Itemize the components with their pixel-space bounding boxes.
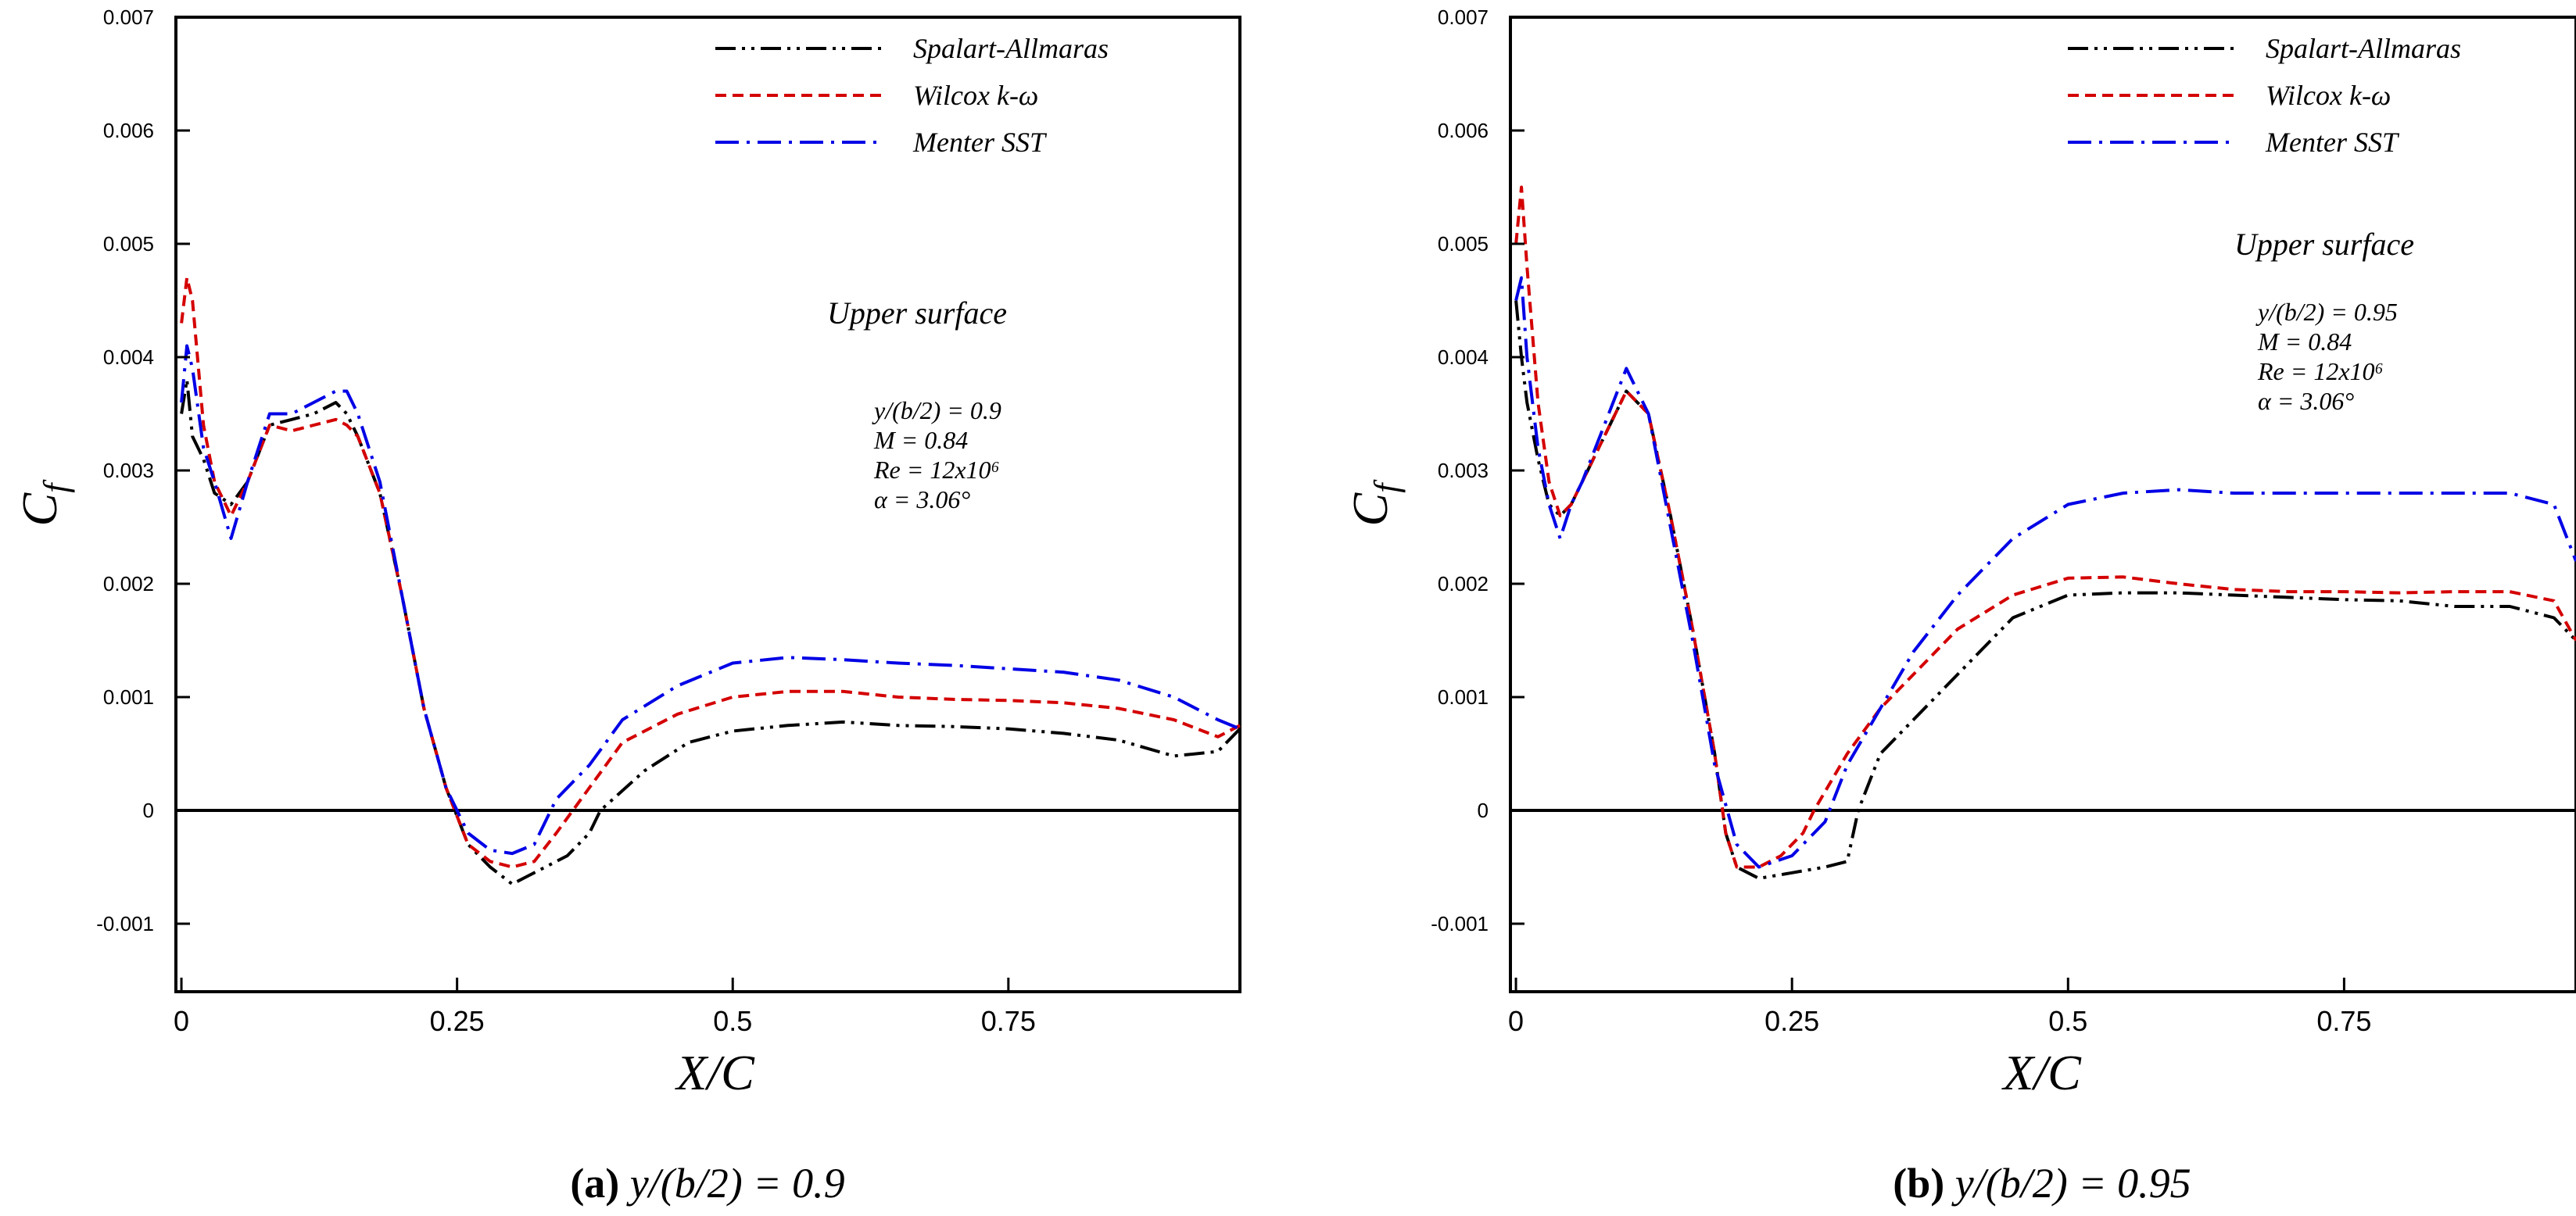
y-tick-label: 0.002 [103,572,154,595]
x-tick-label: 0.25 [1765,1005,1819,1037]
y-tick-label: 0.003 [1438,459,1489,482]
y-tick-label: 0 [1478,799,1489,822]
annotation-line-4: α = 3.06° [2258,387,2354,415]
annotation: Upper surface y/(b/2) = 0.9 M = 0.84 Re … [827,295,1007,513]
y-tick-label: 0.001 [103,685,154,709]
annotation-line-1: y/(b/2) = 0.95 [2255,298,2398,326]
x-axis-label: X/C [674,1045,755,1100]
x-tick-label: 0 [174,1005,189,1037]
series-line-spalart-allmaras [1514,300,2576,880]
series-line-menter-sst [1514,276,2576,869]
annotation: Upper surface y/(b/2) = 0.95 M = 0.84 Re… [2234,227,2414,415]
annotation-line-3: Re = 12x10⁶ [2257,357,2384,385]
caption-a: (a) y/(b/2) = 0.9 [570,1160,844,1207]
y-tick-label: 0.004 [103,345,154,369]
x-tick-label: 0.5 [713,1005,752,1037]
y-tick-label: 0.006 [103,119,154,142]
annotation-line-3: Re = 12x10⁶ [873,456,1000,484]
legend-label-menter-sst: Menter SST [912,127,1048,158]
y-tick-label: 0.005 [1438,232,1489,256]
series-line-wilcox-k [180,276,1241,869]
chart-panel-b: -0.001 0 0.001 0.002 0.003 0.004 0.005 0.006 0.0… [1342,5,2576,1100]
x-axis-label: X/C [2001,1045,2082,1100]
plot-frame [174,16,1241,993]
y-tick-label: 0.007 [103,5,154,29]
y-axis-label: Cf [12,479,75,527]
caption-b-text: y/(b/2) = 0.95 [1951,1160,2191,1207]
annotation-title: Upper surface [827,295,1007,331]
x-tick-label: 0.75 [981,1005,1036,1037]
series-line-menter-sst [180,344,1241,856]
y-tick-label: 0.001 [1438,685,1489,709]
y-tick-label: 0.007 [1438,5,1489,29]
y-tick-label: -0.001 [1431,912,1489,935]
x-tick-label: 0 [1508,1005,1524,1037]
y-tick-label: 0.003 [103,459,154,482]
legend-label-spalart-allmaras: Spalart-Allmaras [2266,33,2461,64]
plot-frame [1509,16,2576,993]
y-tick-label: 0.004 [1438,345,1489,369]
legend-label-wilcox: Wilcox k-ω [913,80,1038,111]
y-axis-label: Cf [1342,479,1406,527]
y-tick-label: 0 [143,799,154,822]
caption-a-text: y/(b/2) = 0.9 [626,1160,845,1207]
legend: Spalart-Allmaras Wilcox k-ω Menter SST [2068,33,2461,158]
x-tick-label: 0.25 [430,1005,485,1037]
annotation-line-1: y/(b/2) = 0.9 [872,396,1001,424]
series-line-spalart-allmaras [180,378,1241,886]
annotation-title: Upper surface [2234,227,2414,262]
legend-label-spalart-allmaras: Spalart-Allmaras [913,33,1109,64]
legend-label-wilcox: Wilcox k-ω [2266,80,2391,111]
annotation-line-4: α = 3.06° [874,485,970,513]
series-line-wilcox-k [1514,185,2576,869]
y-tick-label: 0.002 [1438,572,1489,595]
caption-b: (b) y/(b/2) = 0.95 [1893,1160,2191,1207]
chart-panel-a: -0.001 0 0.001 0.002 0.003 0.004 0.005 0.006 0.0… [12,5,1241,1100]
caption-b-label: (b) [1893,1160,1944,1207]
y-tick-label: 0.006 [1438,119,1489,142]
caption-a-label: (a) [570,1160,619,1207]
annotation-line-2: M = 0.84 [2257,327,2352,356]
y-tick-label: 0.005 [103,232,154,256]
x-tick-label: 0.75 [2316,1005,2371,1037]
legend: Spalart-Allmaras Wilcox k-ω Menter SST [715,33,1109,158]
legend-label-menter-sst: Menter SST [2265,127,2400,158]
x-tick-label: 0.5 [2048,1005,2087,1037]
annotation-line-2: M = 0.84 [873,426,968,454]
y-tick-label: -0.001 [96,912,154,935]
